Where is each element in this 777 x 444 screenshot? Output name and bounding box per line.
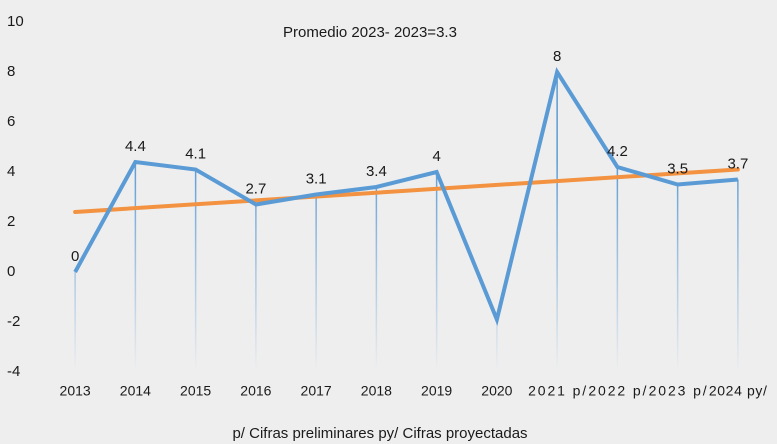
y-tick-label: 2 (7, 213, 15, 230)
data-label: 3.5 (667, 160, 688, 177)
y-tick-label: 4 (7, 163, 15, 180)
y-tick-label: 6 (7, 113, 15, 130)
data-label: 4.2 (607, 143, 628, 160)
y-tick-label: 8 (7, 63, 15, 80)
x-tick-label: 2016 (240, 383, 271, 399)
data-label: 8 (553, 48, 561, 65)
data-label: 4.4 (125, 138, 146, 155)
x-tick-label: 2017 (301, 383, 332, 399)
annotation: Promedio 2023- 2023=3.3 (283, 24, 457, 41)
data-label: 3.7 (727, 155, 748, 172)
data-label: 4.1 (185, 145, 206, 162)
data-label: 4 (432, 148, 440, 165)
x-tick-label: 2015 (180, 383, 211, 399)
data-label: 2.7 (245, 180, 266, 197)
data-line (73, 66, 739, 326)
x-tick-label: 2023 p/ (649, 383, 707, 399)
y-tick-label: -2 (7, 313, 20, 330)
y-tick-label: 10 (7, 13, 24, 30)
y-tick-label: 0 (7, 263, 15, 280)
x-tick-label: 2018 (361, 383, 392, 399)
x-tick-label: 2013 (60, 383, 91, 399)
x-tick-label: 2022 p/ (588, 383, 646, 399)
data-label: 0 (71, 248, 79, 265)
x-tick-label: 2021 p/ (528, 383, 586, 399)
x-tick-label: 2014 (120, 383, 151, 399)
data-label: 3.4 (366, 163, 387, 180)
data-label: 3.1 (306, 170, 327, 187)
x-tick-label: 2019 (421, 383, 452, 399)
x-tick-label: 2024 py/ (709, 383, 767, 399)
trend-line (73, 167, 740, 214)
y-tick-label: -4 (7, 363, 20, 380)
x-tick-label: 2020 (481, 383, 512, 399)
footnote: p/ Cifras preliminares py/ Cifras proyec… (232, 425, 527, 442)
